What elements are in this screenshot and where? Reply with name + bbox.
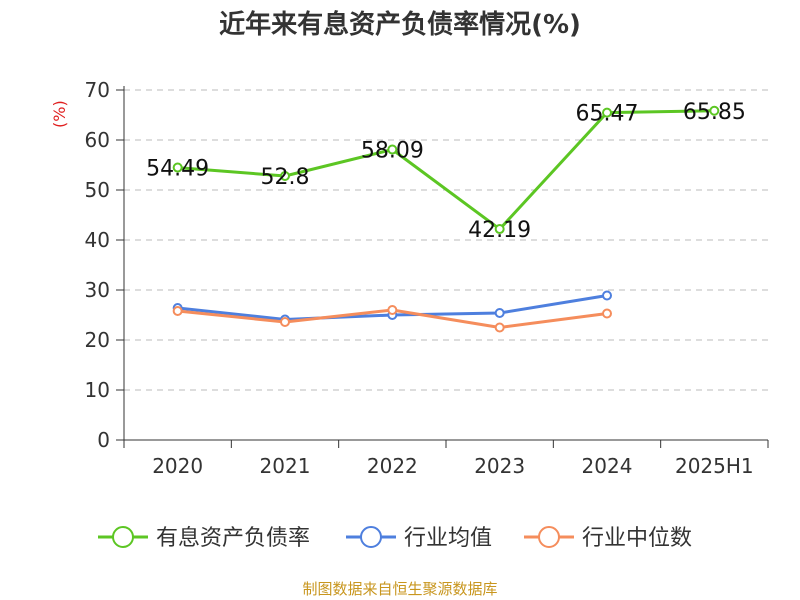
data-label: 52.8 <box>261 165 310 190</box>
data-point <box>602 290 612 301</box>
data-label: 65.85 <box>683 100 746 125</box>
data-point <box>494 224 505 235</box>
data-point <box>709 105 720 116</box>
x-tick-label: 2022 <box>367 454 418 478</box>
data-point <box>602 107 612 118</box>
data-point <box>494 308 505 318</box>
y-tick-label: 10 <box>85 378 110 402</box>
source-note: 制图数据来自恒生聚源数据库 <box>302 580 498 598</box>
legend-marker <box>112 526 134 548</box>
legend-marker <box>538 526 560 548</box>
x-tick-label: 2020 <box>152 454 203 478</box>
legend-marker <box>360 526 382 548</box>
data-point <box>602 308 612 319</box>
x-tick-label: 2023 <box>474 454 525 478</box>
data-point <box>387 144 398 155</box>
y-tick-label: 50 <box>85 178 110 202</box>
data-point <box>280 317 290 327</box>
data-point <box>172 306 183 316</box>
data-point <box>494 322 505 333</box>
data-label: 42.19 <box>468 218 531 243</box>
legend-label: 行业中位数 <box>582 526 692 551</box>
y-tick-label: 20 <box>85 328 110 352</box>
y-tick-label: 60 <box>85 128 110 152</box>
data-label: 65.47 <box>576 102 639 127</box>
data-label: 58.09 <box>361 139 424 164</box>
legend-label: 行业均值 <box>404 526 492 551</box>
data-point <box>172 162 183 173</box>
y-tick-label: 40 <box>85 228 110 252</box>
y-tick-label: 30 <box>85 278 110 302</box>
data-point <box>387 305 398 315</box>
data-label: 54.49 <box>146 157 209 182</box>
x-tick-label: 2024 <box>582 454 633 478</box>
y-tick-label: 0 <box>97 428 110 452</box>
data-point <box>280 171 290 181</box>
x-tick-label: 2021 <box>260 454 311 478</box>
chart-title: 近年来有息资产负债率情况(%) <box>219 10 581 40</box>
x-tick-label: 2025H1 <box>675 454 754 478</box>
series-line-0 <box>177 109 715 231</box>
legend-label: 有息资产负债率 <box>156 526 310 551</box>
y-tick-label: 70 <box>85 78 110 102</box>
